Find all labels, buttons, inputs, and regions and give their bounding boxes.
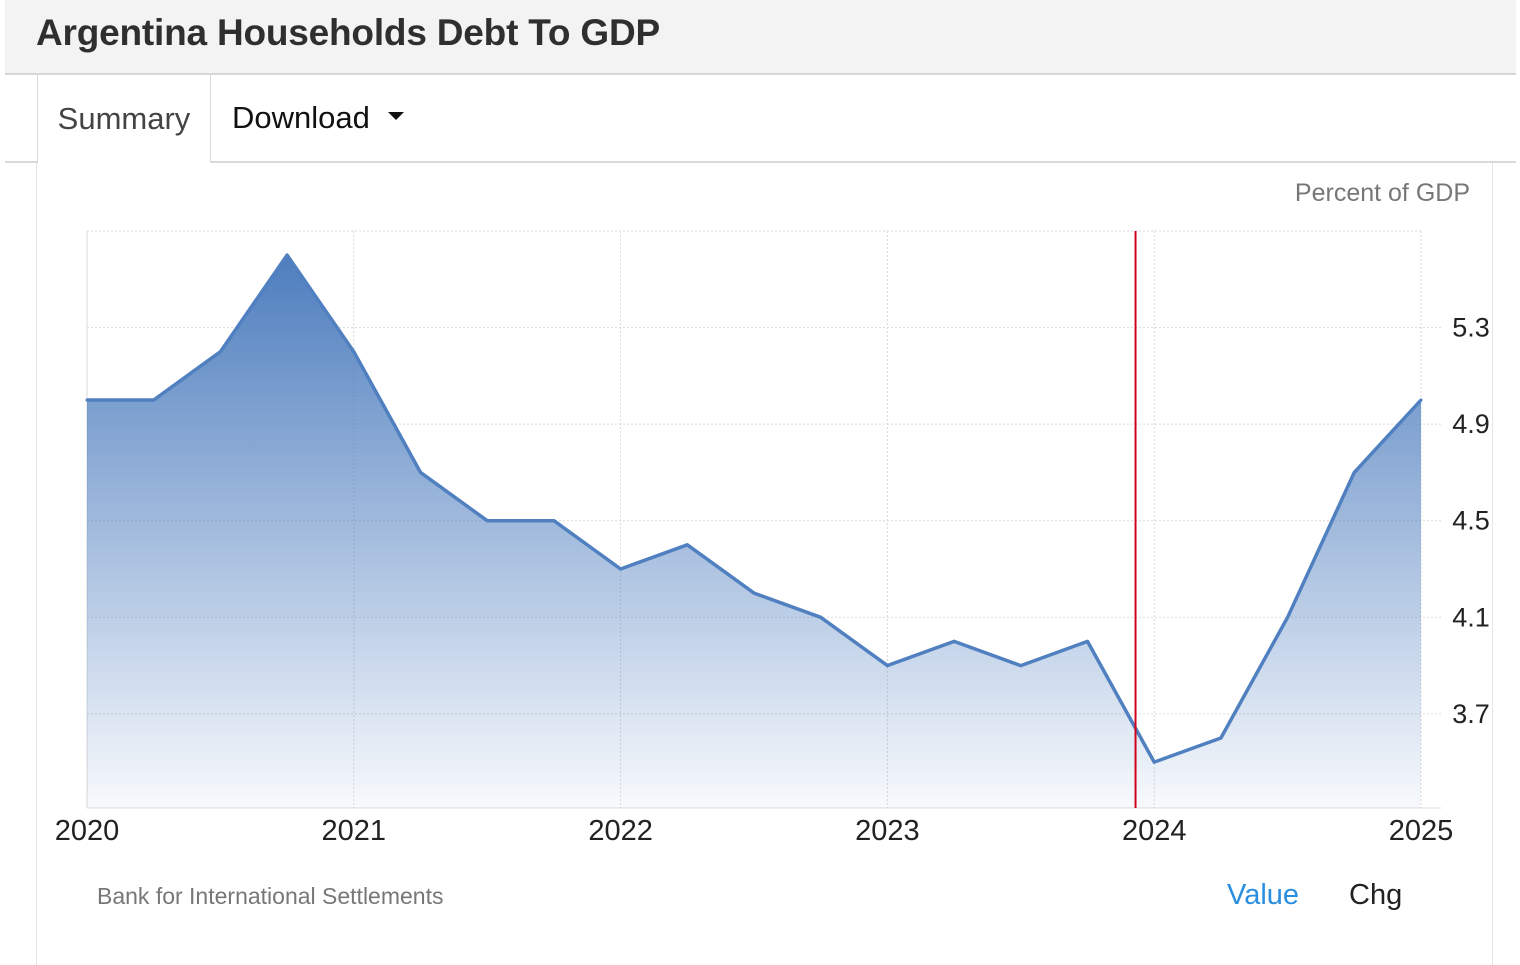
data-point — [1352, 470, 1356, 474]
tab-bar: Summary Download — [5, 75, 1516, 163]
page-title: Argentina Households Debt To GDP — [36, 12, 660, 53]
series-area — [87, 255, 1421, 809]
data-point — [752, 591, 756, 595]
header-bar: Argentina Households Debt To GDP — [5, 0, 1516, 75]
x-tick-label: 2024 — [1122, 815, 1187, 847]
x-tick-label: 2022 — [588, 815, 653, 847]
caret-down-icon — [387, 112, 404, 120]
y-tick-label: 4.9 — [1452, 409, 1490, 439]
chart-panel: Percent of GDP 3.7 4.1 4.5 4.9 5.3 2020 2021 20… — [36, 163, 1493, 965]
data-point — [552, 519, 556, 523]
x-tick-label: 2020 — [55, 815, 120, 847]
tab-summary[interactable]: Summary — [37, 75, 211, 163]
chart-svg: 3.7 4.1 4.5 4.9 5.3 2020 2021 2022 2023 2024 2025 — [55, 230, 1490, 847]
data-point — [952, 639, 956, 643]
value-button[interactable]: Value — [1227, 879, 1300, 911]
data-point — [1286, 615, 1290, 619]
y-tick-label: 3.7 — [1452, 699, 1490, 729]
data-point — [1219, 736, 1223, 740]
download-dropdown[interactable]: Download — [232, 75, 404, 161]
source-label: Bank for International Settlements — [97, 883, 444, 909]
data-point — [619, 567, 623, 571]
data-point — [152, 398, 156, 402]
data-point — [285, 253, 289, 257]
data-point — [85, 398, 89, 402]
data-point — [1019, 664, 1023, 668]
download-label: Download — [232, 100, 370, 135]
y-tick-label: 4.1 — [1452, 602, 1490, 632]
x-tick-label: 2025 — [1389, 815, 1454, 847]
data-point — [1086, 639, 1089, 643]
data-point — [819, 615, 823, 619]
y-tick-label: 5.3 — [1452, 313, 1490, 343]
data-point — [885, 664, 889, 668]
data-point — [685, 543, 689, 547]
x-tick-label: 2021 — [322, 815, 387, 847]
chg-button[interactable]: Chg — [1349, 879, 1403, 911]
data-point — [1152, 760, 1156, 764]
tab-summary-label: Summary — [57, 101, 191, 136]
data-point — [218, 350, 222, 354]
data-point — [419, 470, 422, 474]
unit-label: Percent of GDP — [1294, 179, 1470, 207]
x-tick-label: 2023 — [855, 815, 920, 847]
data-point — [485, 519, 489, 523]
y-tick-label: 4.5 — [1452, 506, 1490, 536]
data-point — [352, 350, 356, 354]
data-point — [1419, 398, 1423, 402]
